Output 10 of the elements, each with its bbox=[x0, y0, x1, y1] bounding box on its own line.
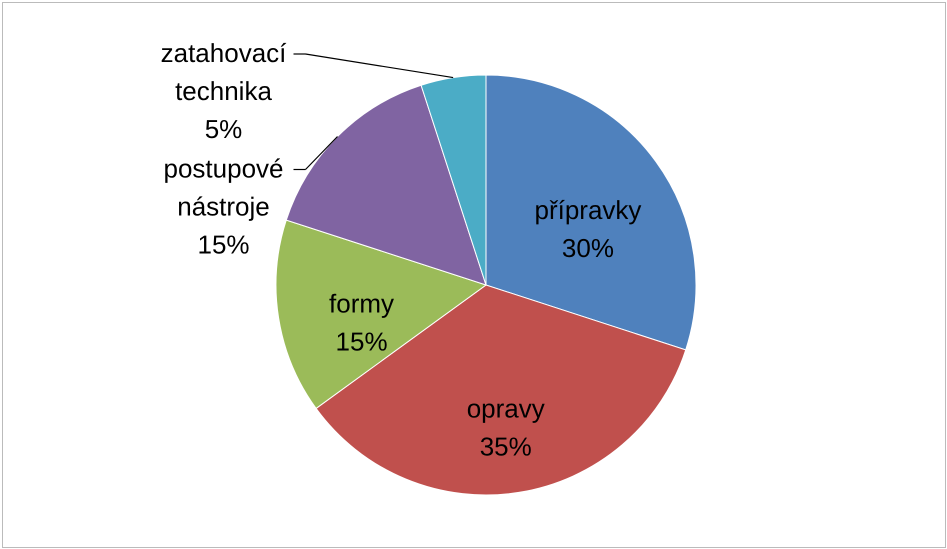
data-label: 15% bbox=[197, 230, 250, 260]
data-label: 5% bbox=[204, 114, 242, 144]
slice-label: zatahovací technika bbox=[160, 38, 288, 106]
slice-label: postupové nástroje bbox=[164, 154, 284, 222]
slice-label: přípravky bbox=[534, 194, 642, 225]
data-label: 30% bbox=[562, 232, 614, 263]
data-label: 35% bbox=[480, 431, 532, 462]
data-label: 15% bbox=[336, 326, 388, 357]
slice-label: opravy bbox=[466, 393, 545, 424]
slice-label: formy bbox=[329, 288, 394, 319]
